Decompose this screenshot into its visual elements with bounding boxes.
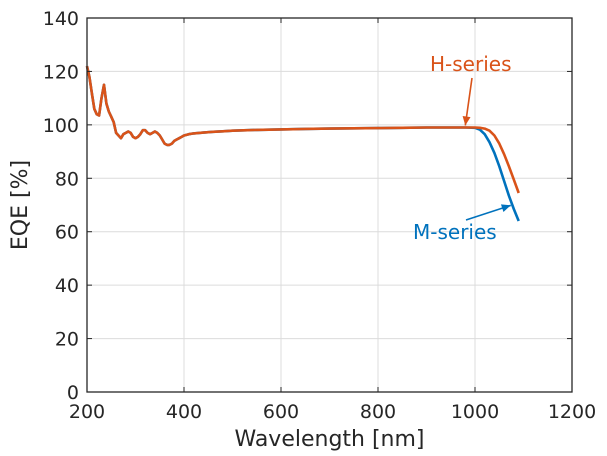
y-tick-label: 120: [43, 61, 79, 83]
plot-frame: [86, 17, 573, 393]
x-axis-label: Wavelength [nm]: [234, 427, 424, 452]
x-tick-labels: 200 400 600 800 1000 1200: [69, 18, 596, 423]
series-line-h-series: [85, 65, 520, 194]
y-tick-label: 60: [55, 222, 79, 244]
y-tick-label: 20: [55, 329, 79, 351]
y-tick-label: 80: [55, 168, 79, 190]
y-tick-label: 0: [67, 382, 79, 404]
series-lines: [85, 65, 520, 222]
x-tick-label: 1000: [451, 401, 499, 423]
x-tick-label: 600: [263, 401, 299, 423]
annotation-m-series-arrow-head: [500, 204, 511, 212]
annotation-m-series: M-series: [413, 220, 497, 244]
y-axis-label: EQE [%]: [8, 160, 33, 250]
x-tick-label: 800: [360, 401, 396, 423]
x-tick-label: 200: [69, 401, 105, 423]
y-tick-labels: 0 20 40 60 80 100 120 140: [43, 8, 572, 404]
annotation-h-series-arrow-head: [462, 116, 471, 126]
x-tick-label: 1200: [548, 401, 596, 423]
x-tick-label: 400: [166, 401, 202, 423]
annotations: H-series M-series: [413, 52, 511, 244]
y-tick-label: 100: [43, 115, 79, 137]
y-tick-label: 140: [43, 8, 79, 30]
y-tick-label: 40: [55, 275, 79, 297]
annotation-h-series: H-series: [430, 52, 511, 76]
